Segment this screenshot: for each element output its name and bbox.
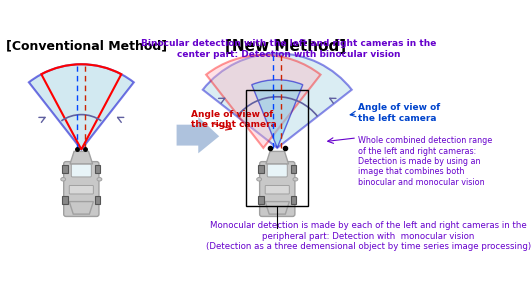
Bar <box>95 196 100 204</box>
FancyBboxPatch shape <box>69 185 93 194</box>
Polygon shape <box>266 151 288 164</box>
Bar <box>63 165 68 173</box>
Polygon shape <box>177 117 219 153</box>
FancyBboxPatch shape <box>265 185 289 194</box>
Wedge shape <box>206 55 321 148</box>
FancyBboxPatch shape <box>71 164 91 177</box>
Text: Angle of view of
the left camera: Angle of view of the left camera <box>358 103 440 123</box>
Text: Angle of view of
the right camera: Angle of view of the right camera <box>191 110 276 129</box>
Text: [Conventional Method]: [Conventional Method] <box>6 40 167 53</box>
Ellipse shape <box>97 178 102 181</box>
Text: Binocular detection with the left and right cameras in the
center part: Detectio: Binocular detection with the left and ri… <box>141 40 436 59</box>
Polygon shape <box>265 201 289 214</box>
Wedge shape <box>29 64 134 149</box>
Wedge shape <box>252 80 303 148</box>
FancyBboxPatch shape <box>267 164 287 177</box>
Bar <box>95 165 100 173</box>
Bar <box>290 165 296 173</box>
Text: Whole combined detection range
of the left and right cameras:
Detection is made : Whole combined detection range of the le… <box>358 136 492 187</box>
Polygon shape <box>69 201 93 214</box>
Wedge shape <box>203 53 352 148</box>
Text: Monocular detection is made by each of the left and right cameras in the
periphe: Monocular detection is made by each of t… <box>206 221 531 251</box>
Bar <box>259 165 264 173</box>
Polygon shape <box>70 151 92 164</box>
Bar <box>246 90 309 206</box>
Bar <box>290 196 296 204</box>
Bar <box>259 196 264 204</box>
Bar <box>63 196 68 204</box>
FancyBboxPatch shape <box>64 162 99 217</box>
FancyBboxPatch shape <box>260 162 295 217</box>
Ellipse shape <box>256 178 262 181</box>
Ellipse shape <box>293 178 298 181</box>
Text: [New Method]: [New Method] <box>225 40 346 54</box>
Ellipse shape <box>61 178 66 181</box>
